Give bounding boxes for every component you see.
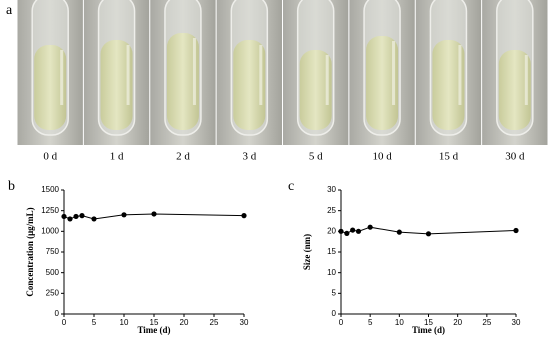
x-tick-label: 20	[453, 318, 462, 327]
x-tick-label: 30	[240, 318, 249, 327]
data-point	[241, 213, 247, 219]
y-tick-label: 500	[46, 268, 60, 277]
data-point	[425, 231, 432, 237]
tube-liquid	[233, 40, 266, 130]
data-point	[151, 211, 157, 217]
data-point	[67, 216, 73, 222]
x-tick-label: 20	[180, 318, 189, 327]
tube-label: 30 d	[505, 151, 525, 163]
x-tick-label: 0	[339, 318, 344, 327]
x-tick-label: 0	[62, 318, 67, 327]
tube-shine	[325, 55, 329, 105]
data-point	[73, 213, 79, 220]
tube-liquid	[34, 45, 67, 130]
tube-liquid	[100, 40, 133, 130]
x-tick-label: 15	[424, 318, 433, 327]
data-point	[367, 224, 373, 230]
tube-shine	[192, 38, 196, 105]
tube-label: 10 d	[372, 151, 392, 163]
y-tick-label: 15	[327, 247, 336, 256]
tube-label: 15 d	[439, 151, 459, 163]
x-tick-label: 30	[512, 318, 521, 327]
data-point	[350, 227, 356, 233]
tube-shine	[524, 55, 528, 105]
data-point	[91, 216, 97, 222]
panel-label: c	[288, 179, 294, 194]
tube-label: 5 d	[309, 151, 323, 163]
y-tick-label: 1000	[41, 226, 59, 235]
x-tick-label: 15	[150, 318, 159, 327]
y-axis-label: Concentration (μg/mL)	[25, 207, 35, 296]
y-axis-label: Size (nm)	[302, 234, 312, 270]
x-tick-label: 25	[210, 318, 219, 327]
tube-label: 2 d	[176, 151, 190, 163]
y-tick-label: 5	[332, 288, 337, 297]
x-axis-label: Time (d)	[412, 325, 445, 335]
data-point	[396, 229, 402, 235]
x-tick-label: 10	[395, 318, 404, 327]
y-tick-label: 250	[46, 288, 60, 297]
y-tick-label: 10	[327, 268, 336, 277]
y-tick-label: 20	[327, 226, 336, 235]
y-tick-label: 30	[327, 185, 336, 194]
tube-label: 0 d	[43, 151, 57, 163]
y-tick-label: 750	[46, 247, 60, 256]
y-tick-label: 1250	[41, 206, 59, 215]
tube-liquid	[166, 33, 199, 130]
tube-liquid	[299, 50, 332, 130]
data-point	[355, 228, 362, 234]
data-point	[121, 212, 127, 218]
tube-liquid	[432, 40, 465, 130]
tube-label: 3 d	[242, 151, 256, 163]
y-tick-label: 1500	[41, 185, 59, 194]
y-tick-label: 25	[327, 206, 336, 215]
tube-shine	[126, 45, 130, 105]
data-point	[513, 227, 519, 234]
tube-shine	[259, 45, 263, 105]
x-axis-label: Time (d)	[137, 325, 170, 335]
data-point	[344, 230, 350, 236]
tube-label: 1 d	[110, 151, 124, 163]
tube-shine	[60, 50, 64, 105]
photo-strip	[17, 0, 548, 145]
tube-liquid	[498, 50, 531, 130]
tube-liquid	[366, 36, 399, 130]
y-tick-label: 0	[332, 309, 337, 318]
panel-label: b	[8, 179, 15, 194]
x-tick-label: 10	[120, 318, 129, 327]
data-point	[61, 213, 67, 220]
data-point	[79, 213, 85, 219]
x-tick-label: 5	[92, 318, 97, 327]
x-tick-label: 5	[368, 318, 373, 327]
tube-shine	[458, 45, 462, 105]
x-tick-label: 25	[482, 318, 491, 327]
y-tick-label: 0	[55, 309, 60, 318]
panel-label: a	[6, 3, 13, 18]
data-point	[338, 228, 344, 234]
tube-shine	[392, 41, 396, 105]
